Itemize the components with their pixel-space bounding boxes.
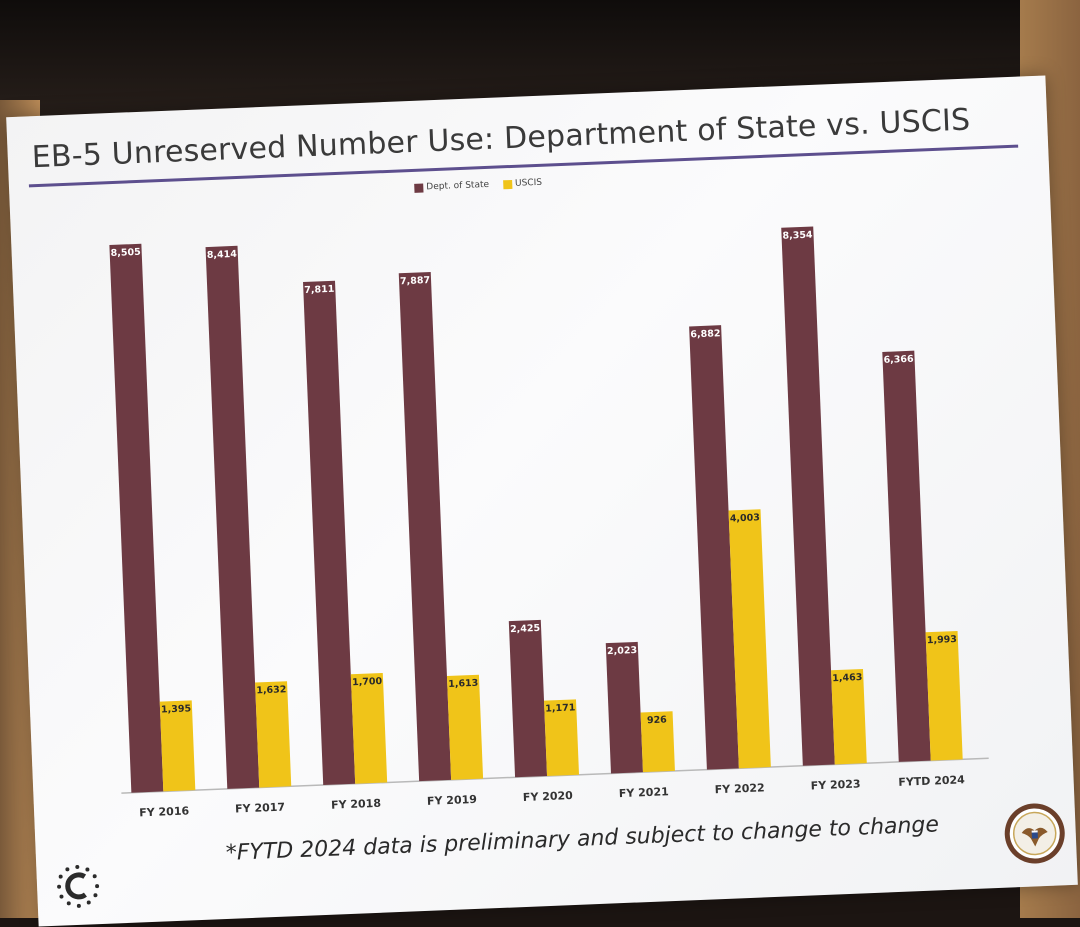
bar-dos: [109, 243, 164, 793]
data-label: 1,993: [927, 634, 957, 646]
bar-dos: [689, 325, 739, 770]
data-label: 1,613: [448, 678, 478, 690]
bar-uscis: [728, 509, 771, 769]
x-tick-label: FY 2018: [331, 797, 381, 812]
data-label: 6,366: [883, 354, 914, 366]
x-tick-label: FY 2021: [619, 785, 669, 800]
data-label: 1,632: [256, 684, 286, 696]
bar-chart: 8,505 1,395 FY 2016 8,414 1,632 FY 2017 7,811 1…: [109, 226, 989, 819]
data-label: 6,882: [690, 328, 720, 340]
bar-dos: [781, 226, 835, 766]
bar-uscis: [350, 672, 388, 784]
x-tick-label: FY 2020: [523, 789, 574, 804]
data-label: 1,395: [161, 703, 191, 715]
data-label: 8,354: [782, 230, 813, 242]
data-label: 2,425: [510, 623, 540, 635]
bar-dos: [882, 350, 931, 762]
bar-uscis: [925, 630, 963, 761]
bar-uscis: [831, 668, 867, 765]
bar-uscis: [255, 681, 292, 788]
bar-dos: [205, 245, 260, 789]
x-tick-label: FY 2017: [235, 801, 285, 816]
bar-uscis: [640, 711, 675, 773]
bar-dos: [605, 641, 643, 774]
bar-uscis: [159, 700, 196, 792]
bar-uscis: [544, 699, 580, 777]
bar-dos: [398, 272, 452, 782]
data-label: 1,171: [545, 702, 575, 714]
data-label: 7,887: [400, 275, 430, 287]
x-tick-label: FY 2022: [714, 781, 764, 796]
data-label: 7,811: [304, 284, 334, 296]
data-label: 8,414: [207, 249, 238, 261]
data-label: 1,463: [832, 672, 862, 684]
x-tick-label: FYTD 2024: [898, 773, 965, 789]
data-label: 1,700: [352, 676, 383, 688]
dotted-c-logo-icon: [57, 864, 100, 908]
presentation-slide: EB-5 Unreserved Number Use: Department o…: [6, 75, 1078, 927]
bar-uscis: [446, 674, 484, 780]
data-label: 926: [647, 714, 668, 726]
x-tick-label: FY 2023: [810, 777, 860, 792]
x-tick-label: FY 2019: [427, 793, 477, 808]
bar-dos: [508, 619, 548, 778]
data-label: 2,023: [607, 645, 637, 657]
data-label: 8,505: [110, 247, 140, 259]
department-of-state-seal-icon: [1004, 803, 1065, 864]
data-label: 4,003: [730, 512, 760, 524]
x-tick-label: FY 2016: [139, 804, 190, 819]
bar-dos: [303, 280, 356, 786]
